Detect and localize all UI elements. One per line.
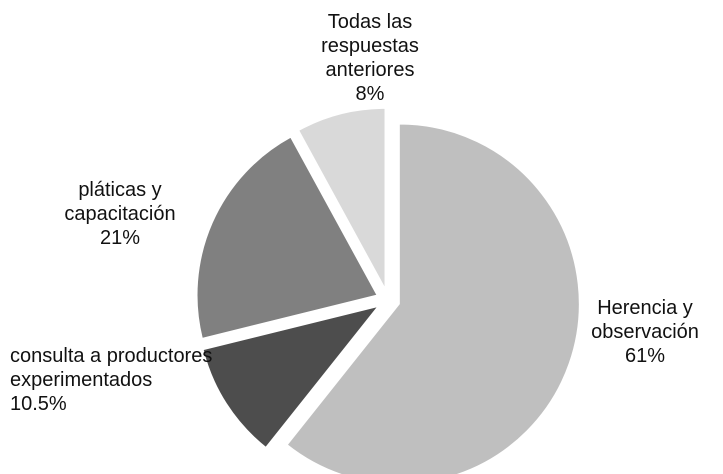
category-label: Todas las respuestas anteriores [321,11,419,81]
slice-label: pláticas y capacitación 21% [40,178,200,250]
category-label: pláticas y capacitación [64,179,176,225]
value-label: 8% [355,83,385,105]
category-label: consulta a productores experimentados [10,345,213,391]
value-label: 10.5% [10,393,67,415]
pie-slice [298,107,386,289]
pie-slice [202,305,380,449]
slice-label: Todas las respuestas anteriores 8% [290,10,450,106]
category-label: Herencia y observación [591,297,699,343]
value-label: 61% [624,345,666,367]
pie-slice [286,123,580,474]
pie-slice [196,136,378,339]
slice-label: Herencia y observación 61% [560,296,723,368]
value-label: 21% [99,227,141,249]
slice-label: consulta a productores experimentados 10.… [10,344,230,416]
